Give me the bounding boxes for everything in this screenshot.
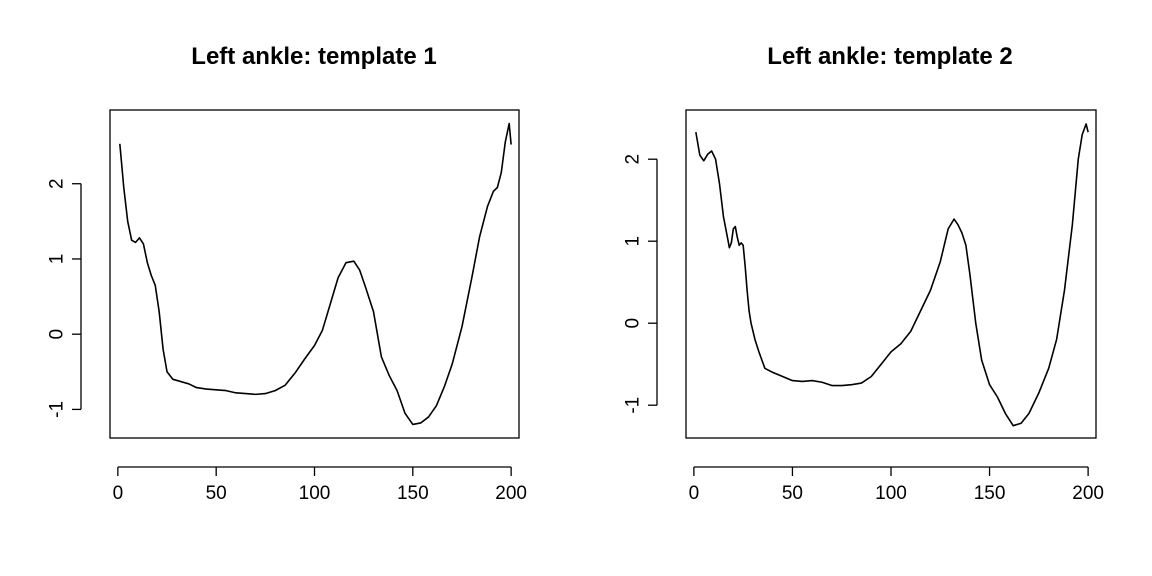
panel-2: Left ankle: template 2 0 50 100 150 200 -1 0 1… [623,43,1104,504]
plot-frame-1 [109,109,520,439]
chart-title-1: Left ankle: template 1 [191,43,436,70]
x-tick-label: 200 [495,483,527,504]
x-tick-label: 150 [974,483,1006,504]
y-tick-label: 1 [47,254,68,265]
chart-title-2: Left ankle: template 2 [767,43,1012,70]
x-axis-2: 0 50 100 150 200 [689,466,1104,504]
y-tick-label: 0 [623,318,644,329]
y-tick-label: 1 [623,236,644,247]
y-axis-2: -1 0 1 2 [623,154,658,414]
series-line-1 [119,122,512,426]
y-tick-label: 0 [47,329,68,340]
x-tick-label: 50 [782,483,803,504]
series-2 [695,123,1089,427]
y-tick-label: 2 [47,178,68,189]
y-tick-label: -1 [47,401,68,418]
plot-frame-2 [685,109,1097,439]
x-tick-label: 0 [689,483,700,504]
x-axis-1: 0 50 100 150 200 [113,466,527,504]
series-1 [119,122,512,426]
x-tick-label: 150 [397,483,429,504]
x-tick-label: 50 [206,483,227,504]
x-tick-label: 0 [113,483,124,504]
x-tick-label: 100 [299,483,331,504]
y-axis-1: -1 0 1 2 [47,178,82,418]
y-tick-label: -1 [623,397,644,414]
panel-1: Left ankle: template 1 0 50 100 150 200 -1 0 1… [47,43,527,504]
x-tick-label: 100 [875,483,907,504]
y-tick-label: 2 [623,154,644,165]
x-tick-label: 200 [1072,483,1104,504]
series-line-2 [695,123,1089,427]
